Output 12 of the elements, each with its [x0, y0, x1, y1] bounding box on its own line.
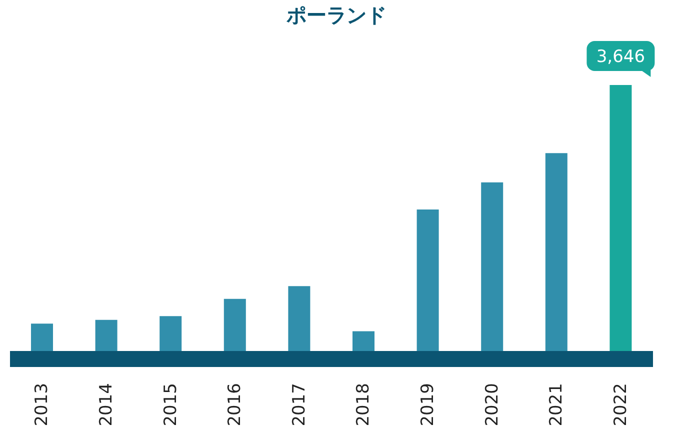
x-tick-label: 2016: [225, 383, 246, 426]
data-label: 3,646: [596, 47, 646, 67]
chart-title: ポーランド: [286, 2, 388, 29]
x-tick-label: 2019: [418, 383, 438, 426]
x-tick-label: 2015: [160, 383, 181, 426]
x-tick-label: 2013: [32, 383, 52, 426]
x-tick-label: 2014: [96, 383, 116, 426]
x-tick-label: 2022: [610, 383, 631, 426]
x-tick-label: 2017: [289, 383, 310, 426]
x-tick-label: 2020: [482, 383, 502, 426]
x-tick-label: 2018: [354, 383, 374, 426]
x-tick-label: 2021: [546, 383, 567, 426]
